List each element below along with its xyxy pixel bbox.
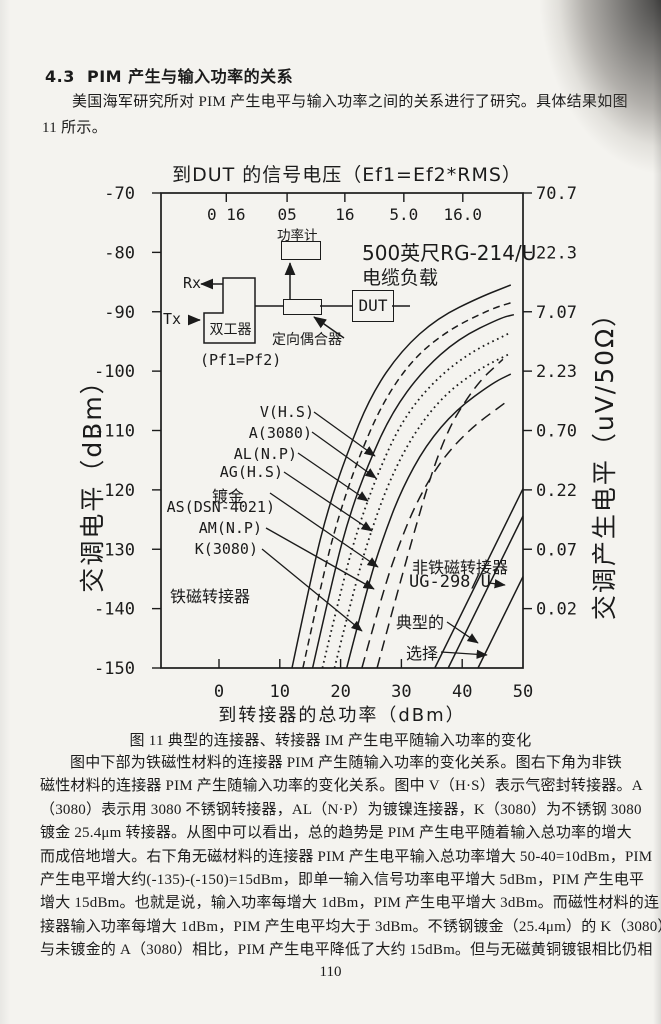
coupler-box bbox=[283, 299, 322, 315]
selected-label: 选择 bbox=[406, 644, 439, 663]
x-tick-label: 50 bbox=[513, 682, 533, 702]
y-tick-label-left: -90 bbox=[104, 303, 135, 323]
y-axis-title-right: 交调产生电平（uV/50Ω） bbox=[590, 299, 619, 621]
y-tick-label-left: -150 bbox=[94, 659, 135, 679]
section-heading: 4.3 PIM 产生与输入功率的关系 bbox=[45, 67, 294, 86]
x-tick-label: 30 bbox=[391, 682, 411, 702]
curve-label-a-3080: A(3080) bbox=[248, 424, 312, 442]
top-tick-label: 5.0 bbox=[389, 205, 418, 224]
text-line: 与未镀金的 A（3080）相比，PIM 产生电平降低了大约 15dBm。但与无磁… bbox=[40, 942, 653, 959]
annotation-arrow bbox=[265, 527, 375, 590]
curve-label-am-np: AM(N.P) bbox=[198, 519, 262, 537]
y-tick-label-right: 0.07 bbox=[536, 540, 577, 560]
ug-298-label: UG-298/U bbox=[409, 572, 491, 592]
y-tick-label-right: 0.22 bbox=[536, 481, 577, 501]
text-line: 而成倍地增大。右下角无磁材料的连接器 PIM 产生电平输入总功率增大 50-40… bbox=[40, 848, 653, 865]
pf-equation-label: (Pf1=Pf2) bbox=[200, 351, 282, 369]
dut-label: DUT bbox=[358, 296, 388, 315]
text-line: 增大 15dBm。也就是说，输入功率每增大 1dBm，PIM 产生电平增大 3d… bbox=[40, 895, 660, 912]
annotation-arrow bbox=[488, 579, 506, 589]
x-tick-label: 40 bbox=[452, 682, 472, 702]
text-line: 接器输入功率每增大 1dBm，PIM 产生电平均大于 3dBm。不锈钢镀金（25… bbox=[40, 918, 661, 935]
cable-load-label-line2: 电缆负载 bbox=[362, 267, 439, 289]
ferromagnetic-group-label: 铁磁转接器 bbox=[170, 587, 251, 606]
text-line: 磁性材料的连接器 PIM 产生随输入功率的变化关系。图中 V（H·S）表示气密封… bbox=[40, 778, 643, 795]
annotation-arrow bbox=[261, 548, 363, 632]
annotation-arrow bbox=[283, 471, 373, 532]
body-paragraph: 图中下部为铁磁性材料的连接器 PIM 产生随输入功率的变化关系。图右下角为非铁 … bbox=[40, 752, 661, 963]
text-line: 11 所示。 bbox=[42, 119, 107, 136]
annotation-arrow bbox=[311, 431, 377, 479]
scan-shadow-right-edge bbox=[653, 0, 661, 1024]
y-tick-label-right: 2.23 bbox=[536, 362, 577, 382]
curve-label-v-hs: V(H.S) bbox=[259, 403, 314, 421]
top-tick-label: 16 bbox=[335, 205, 354, 224]
y-axis-title-left: 交调电平（dBm） bbox=[78, 367, 107, 593]
top-tick-label: 16.0 bbox=[444, 205, 483, 224]
y-tick-label-right: 70.7 bbox=[536, 184, 577, 204]
cable-load-label-line1: 500英尺RG-214/U bbox=[362, 241, 537, 265]
annotation-arrow bbox=[440, 649, 488, 659]
annotation-arrow bbox=[269, 492, 379, 568]
scan-shadow-left-edge bbox=[0, 0, 10, 1024]
x-tick-label: 20 bbox=[330, 682, 350, 702]
annotation-arrow bbox=[446, 621, 479, 644]
y-tick-label-left: -70 bbox=[104, 184, 135, 204]
x-axis-title: 到转接器的总功率（dBm） bbox=[218, 705, 466, 726]
text-line: 镀金 25.4μm 转接器。从图中可以看出，总的趋势是 PIM 产生电平随着输入… bbox=[40, 825, 632, 842]
page-number: 110 bbox=[319, 964, 342, 980]
y-tick-label-right: 7.07 bbox=[536, 303, 577, 323]
y-tick-label-right: 0.70 bbox=[536, 422, 577, 442]
coupler-label: 定向偶合器 bbox=[272, 332, 342, 348]
top-tick-label: 0 16 bbox=[207, 205, 246, 224]
text-line: 图中下部为铁磁性材料的连接器 PIM 产生随输入功率的变化关系。图右下角为非铁 bbox=[70, 755, 622, 771]
duplexer-label: 双工器 bbox=[209, 322, 252, 338]
text-line: 美国海军研究所对 PIM 产生电平与输入功率之间的关系进行了研究。具体结果如图 bbox=[72, 94, 628, 110]
x-tick-label: 0 bbox=[214, 682, 224, 702]
text-line: （3080）表示用 3080 不锈钢转接器，AL（N·P）为镀镍连接器，K（30… bbox=[40, 801, 642, 818]
intro-paragraph: 美国海军研究所对 PIM 产生电平与输入功率之间的关系进行了研究。具体结果如图 … bbox=[42, 90, 642, 141]
curve-label-as-dsn-4021: AS(DSN-4021) bbox=[166, 498, 275, 516]
x-tick-label: 10 bbox=[270, 682, 290, 702]
annotation-arrow bbox=[313, 411, 376, 457]
text-line: 产生电平增大约(-135)-(-150)=15dBm，即单一输入信号功率电平增大… bbox=[40, 872, 645, 889]
annotation-arrow bbox=[297, 452, 369, 502]
curve-label-k-3080: K(3080) bbox=[194, 540, 258, 558]
curve-UG-298/U-typical bbox=[447, 515, 524, 669]
y-tick-label-right: 22.3 bbox=[536, 243, 577, 263]
y-tick-label-left: -80 bbox=[104, 243, 135, 263]
dut-box: DUT bbox=[352, 290, 394, 322]
rx-label: Rx bbox=[183, 274, 202, 292]
power-meter-box bbox=[281, 241, 321, 260]
figure-caption: 图 11 典型的连接器、转接器 IM 产生电平随输入功率的变化 bbox=[129, 733, 532, 749]
tx-label: Tx bbox=[163, 310, 182, 328]
curve-label-ag-hs: AG(H.S) bbox=[219, 463, 283, 481]
y-tick-label-right: 0.02 bbox=[536, 600, 577, 620]
typical-label: 典型的 bbox=[396, 613, 445, 632]
top-tick-label: 05 bbox=[277, 205, 296, 224]
chart-title: 到DUT 的信号电压（Ef1=Ef2*RMS） bbox=[172, 164, 522, 186]
curve-label-al-np: AL(N.P) bbox=[233, 445, 297, 463]
